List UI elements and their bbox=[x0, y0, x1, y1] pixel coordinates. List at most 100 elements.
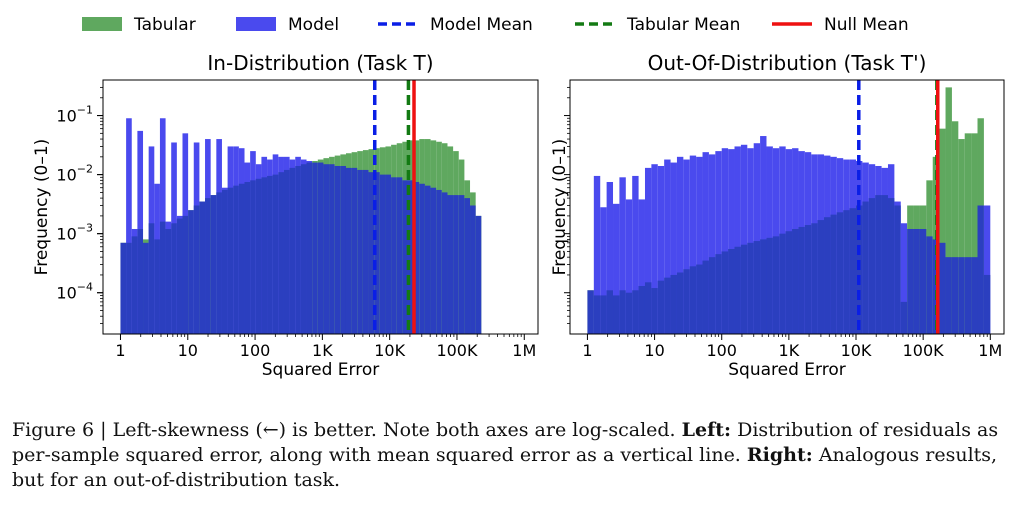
overlap-bar-42 bbox=[357, 169, 363, 334]
overlap-bar-31 bbox=[295, 165, 301, 334]
overlap-bar-0 bbox=[120, 242, 127, 334]
x-axis-label: Squared Error bbox=[728, 360, 845, 380]
overlap-bar-13 bbox=[193, 205, 200, 334]
overlap-bar-59 bbox=[453, 195, 459, 334]
model-bar-17 bbox=[696, 156, 703, 334]
overlap-bar-28 bbox=[278, 172, 284, 334]
overlap-bar-4 bbox=[613, 295, 620, 334]
overlap-bar-51 bbox=[913, 228, 920, 334]
overlap-bar-32 bbox=[792, 228, 799, 334]
overlap-bar-43 bbox=[362, 169, 369, 334]
overlap-bar-53 bbox=[419, 183, 425, 334]
model-bar-14 bbox=[676, 156, 684, 334]
overlap-bar-1 bbox=[126, 242, 132, 334]
caption-right-label: Right: bbox=[746, 444, 813, 466]
figure-caption: Figure 6 | Left-skewness (←) is better. … bbox=[12, 418, 1012, 493]
overlap-bar-60 bbox=[458, 195, 465, 334]
overlap-bar-18 bbox=[221, 189, 228, 334]
chart-title: Out-Of-Distribution (Task T') bbox=[648, 51, 927, 75]
overlap-bar-2 bbox=[600, 295, 607, 334]
overlap-bar-3 bbox=[606, 290, 614, 334]
overlap-bar-18 bbox=[702, 260, 709, 334]
overlap-bar-41 bbox=[351, 167, 358, 334]
overlap-bar-56 bbox=[945, 257, 952, 334]
overlap-bar-16 bbox=[210, 195, 217, 334]
model-bar-7 bbox=[632, 175, 639, 334]
overlap-bar-54 bbox=[424, 185, 431, 334]
overlap-bar-58 bbox=[447, 195, 454, 334]
overlap-bar-17 bbox=[696, 264, 703, 334]
overlap-bar-29 bbox=[772, 236, 780, 334]
overlap-bar-10 bbox=[651, 288, 658, 334]
overlap-bar-48 bbox=[391, 177, 397, 334]
overlap-bar-52 bbox=[413, 181, 420, 334]
x-axis-label: Squared Error bbox=[262, 360, 379, 380]
overlap-bar-5 bbox=[619, 290, 626, 334]
model-bar-8 bbox=[638, 199, 645, 334]
overlap-bar-23 bbox=[734, 246, 741, 334]
overlap-bar-31 bbox=[785, 231, 793, 334]
overlap-bar-46 bbox=[881, 195, 888, 334]
model-bar-21 bbox=[721, 148, 729, 334]
overlap-bar-6 bbox=[154, 239, 160, 334]
overlap-bar-8 bbox=[638, 285, 645, 334]
chart-title: In-Distribution (Task T) bbox=[207, 51, 433, 75]
legend-label-2: Model Mean bbox=[430, 15, 533, 35]
overlap-bar-9 bbox=[644, 282, 652, 334]
model-bar-49 bbox=[900, 223, 908, 334]
x-tick-label-5: 100K bbox=[903, 341, 945, 360]
overlap-bar-45 bbox=[875, 195, 882, 334]
y-tick-label-3: 10−4 bbox=[56, 281, 93, 303]
overlap-bar-44 bbox=[868, 198, 876, 334]
overlap-bar-28 bbox=[766, 237, 773, 334]
overlap-bar-48 bbox=[894, 205, 901, 334]
overlap-bar-44 bbox=[368, 172, 375, 334]
overlap-bar-50 bbox=[402, 180, 409, 334]
tabular-bar-60 bbox=[971, 133, 978, 334]
overlap-bar-26 bbox=[267, 175, 273, 334]
legend: Tabular Model Model Mean Tabular Mean Null M… bbox=[82, 15, 909, 35]
model-bar-15 bbox=[683, 159, 690, 334]
overlap-bar-6 bbox=[625, 292, 633, 334]
overlap-bar-30 bbox=[779, 233, 786, 334]
overlap-bar-12 bbox=[188, 210, 194, 334]
tabular-bar-59 bbox=[964, 133, 972, 334]
overlap-bar-13 bbox=[670, 274, 677, 334]
overlap-bar-35 bbox=[811, 223, 818, 334]
legend-label-1: Model bbox=[288, 15, 339, 35]
overlap-bar-25 bbox=[747, 242, 754, 334]
legend-swatch-1 bbox=[236, 17, 276, 31]
model-bar-27 bbox=[760, 136, 767, 334]
panel-out-of-distribution: 1 10 100 1K 10K 100K 1M Out-Of-Distribution (Ta… bbox=[550, 51, 1005, 380]
overlap-bar-53 bbox=[926, 236, 933, 334]
overlap-bar-4 bbox=[143, 242, 149, 334]
overlap-bar-20 bbox=[233, 185, 239, 334]
overlap-bar-61 bbox=[977, 205, 984, 334]
overlap-bar-54 bbox=[932, 239, 940, 334]
overlap-bar-36 bbox=[323, 164, 330, 334]
overlap-bar-17 bbox=[216, 192, 222, 334]
overlap-bar-36 bbox=[817, 220, 825, 334]
overlap-bar-63 bbox=[475, 215, 482, 334]
y-tick-label-1: 10−2 bbox=[56, 163, 93, 185]
model-bar-16 bbox=[689, 155, 697, 334]
overlap-bar-20 bbox=[715, 254, 722, 334]
model-bar-3 bbox=[606, 181, 614, 334]
overlap-bar-21 bbox=[238, 183, 245, 334]
caption-left-label: Left: bbox=[681, 419, 732, 441]
overlap-bar-62 bbox=[983, 274, 991, 334]
tabular-bar-55 bbox=[939, 128, 946, 334]
overlap-bar-32 bbox=[300, 164, 307, 334]
model-bar-2 bbox=[600, 207, 607, 334]
overlap-bar-49 bbox=[900, 301, 908, 334]
panel-in-distribution: 1 10 100 1K 10K 100K 1M 10−1 10−2 10−3 10−4 In-Dist… bbox=[32, 51, 539, 380]
overlap-bar-40 bbox=[843, 210, 850, 334]
overlap-bar-14 bbox=[676, 272, 684, 334]
overlap-bar-41 bbox=[849, 208, 857, 334]
overlap-bar-46 bbox=[379, 174, 386, 334]
plot-frame bbox=[569, 79, 1005, 335]
caption-right-text: Analogous results, but for an out-of-dis… bbox=[12, 444, 998, 491]
overlap-bar-58 bbox=[958, 257, 965, 334]
overlap-bar-47 bbox=[887, 198, 895, 334]
caption-prefix: Figure 6 | Left-skewness (←) is better. … bbox=[12, 419, 682, 441]
